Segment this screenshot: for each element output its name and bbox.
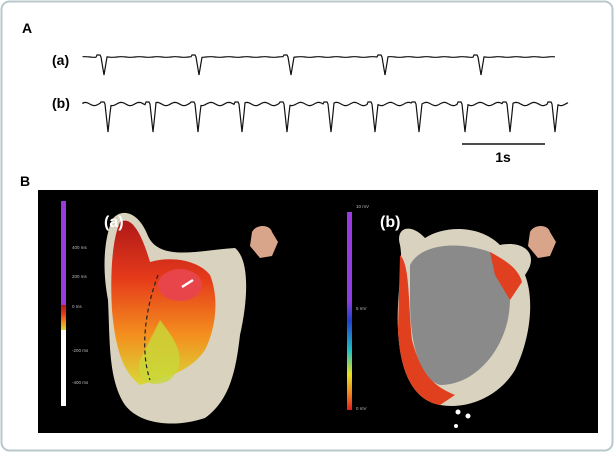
color-bar bbox=[347, 212, 352, 410]
color-bar bbox=[61, 305, 66, 330]
color-bar bbox=[61, 201, 66, 305]
voltage-area bbox=[398, 255, 455, 405]
color-bar bbox=[61, 330, 66, 406]
scale-label: 400 ms bbox=[72, 245, 88, 250]
marker bbox=[454, 424, 458, 428]
scale-label: -400 ms bbox=[72, 380, 89, 385]
map-label: (b) bbox=[380, 214, 400, 231]
scale-label: -200 ms bbox=[72, 348, 89, 353]
trace-label: (b) bbox=[52, 95, 70, 111]
scale-label: 0 ms bbox=[72, 304, 83, 309]
panel-label: A bbox=[22, 20, 32, 36]
voltage-area bbox=[490, 252, 522, 300]
trace-label: (a) bbox=[52, 52, 69, 68]
panel-label: B bbox=[20, 173, 30, 189]
scale-label: 200 ms bbox=[72, 274, 88, 279]
activation-area bbox=[111, 220, 216, 385]
activation-area bbox=[139, 320, 180, 384]
scale-label: 0 mV bbox=[356, 406, 367, 411]
scale-label: 5 mV bbox=[356, 306, 367, 311]
map-label: (a) bbox=[104, 214, 124, 231]
scale-bar-label: 1s bbox=[495, 149, 511, 165]
orientation-icon bbox=[250, 226, 278, 258]
ecg-trace bbox=[82, 54, 555, 76]
activation-area bbox=[158, 269, 202, 301]
scale-label: 10 mV bbox=[356, 204, 369, 209]
ecg-trace bbox=[82, 101, 569, 133]
orientation-icon bbox=[528, 226, 556, 258]
marker bbox=[455, 409, 461, 415]
marker bbox=[465, 413, 471, 419]
arrow bbox=[181, 278, 194, 289]
voltage-area bbox=[410, 245, 510, 385]
